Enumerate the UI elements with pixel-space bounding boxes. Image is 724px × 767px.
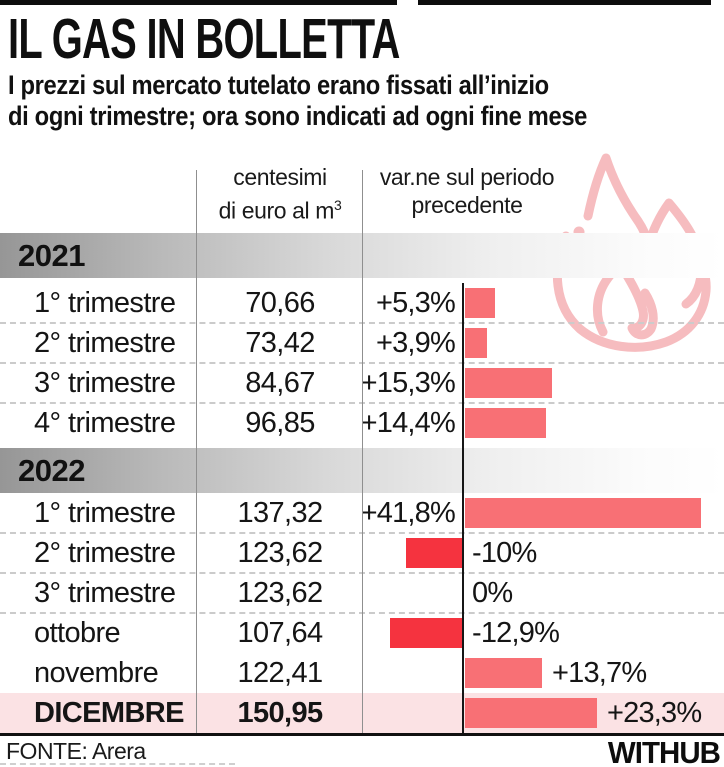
- column-header-change-line1: var.ne sul periodo: [379, 164, 555, 190]
- change-bar: [465, 658, 542, 688]
- top-border-segment-right: [418, 0, 711, 5]
- brand-logo: WITHUB: [607, 735, 721, 767]
- price-value: 123,62: [237, 537, 323, 569]
- price-value: 73,42: [245, 327, 315, 359]
- cubic-meter-superscript: 3: [333, 197, 342, 213]
- price-value: 107,64: [237, 617, 323, 649]
- change-percent-label: +5,3%: [375, 287, 456, 319]
- change-percent-label: 0%: [472, 577, 513, 609]
- column-header-price-line2: di euro al m3: [218, 197, 342, 224]
- change-bar: [406, 538, 463, 568]
- change-percent-label: +15,3%: [360, 367, 456, 399]
- footer-divider: [0, 733, 724, 736]
- table-row-2022-3: 3° trimestre 123,62 0%: [0, 573, 724, 613]
- column-header-price: centesimi di euro al m3: [197, 163, 363, 225]
- table-row-2022-2: 2° trimestre 123,62 -10%: [0, 533, 724, 573]
- change-bar: [465, 368, 552, 398]
- column-header-change: var.ne sul periodo precedente: [356, 163, 578, 219]
- period-label: 4° trimestre: [34, 407, 176, 439]
- table-row-2021-3: 3° trimestre 84,67 +15,3%: [0, 363, 724, 403]
- change-bar: [390, 618, 463, 648]
- change-bar: [465, 498, 701, 528]
- top-border-segment-left: [0, 0, 397, 5]
- period-label: 3° trimestre: [34, 577, 176, 609]
- change-percent-label: +13,7%: [552, 657, 647, 689]
- page-subtitle-line1: I prezzi sul mercato tutelato erano fiss…: [8, 70, 549, 100]
- period-label: 2° trimestre: [34, 327, 176, 359]
- table-row-2022-5: novembre 122,41 +13,7%: [0, 653, 724, 693]
- price-value: 96,85: [245, 407, 315, 439]
- column-header-change-line2: precedente: [411, 192, 523, 218]
- bottom-dashed-line: [0, 763, 235, 765]
- change-percent-label: -12,9%: [472, 617, 560, 649]
- page-subtitle: I prezzi sul mercato tutelato erano fiss…: [8, 70, 587, 132]
- change-percent-label: +23,3%: [607, 697, 702, 729]
- price-value: 122,41: [237, 657, 323, 689]
- table-row-2021-2: 2° trimestre 73,42 +3,9%: [0, 323, 724, 363]
- change-bar: [465, 288, 495, 318]
- period-label: novembre: [34, 657, 159, 689]
- source-label: FONTE: Arera: [6, 738, 146, 764]
- price-value: 84,67: [245, 367, 315, 399]
- period-label: DICEMBRE: [34, 697, 184, 729]
- table-row-2021-1: 1° trimestre 70,66 +5,3%: [0, 283, 724, 323]
- period-label: 1° trimestre: [34, 287, 176, 319]
- price-value: 123,62: [237, 577, 323, 609]
- page-title: IL GAS IN BOLLETTA: [8, 7, 400, 71]
- change-percent-label: +41,8%: [360, 497, 456, 529]
- period-label: 1° trimestre: [34, 497, 176, 529]
- change-percent-label: +3,9%: [375, 327, 456, 359]
- section-year-label: 2021: [18, 238, 85, 273]
- table-row-2021-4: 4° trimestre 96,85 +14,4%: [0, 403, 724, 443]
- page-subtitle-line2: di ogni trimestre; ora sono indicati ad …: [8, 101, 588, 131]
- column-divider-2: [362, 170, 363, 733]
- change-percent-label: +14,4%: [360, 407, 456, 439]
- change-percent-label: -10%: [472, 537, 537, 569]
- bar-chart-baseline: [462, 283, 464, 733]
- period-label: ottobre: [34, 617, 121, 649]
- column-header-price-line1: centesimi: [233, 164, 327, 190]
- change-bar: [465, 328, 487, 358]
- change-bar: [465, 698, 597, 728]
- table-row-2022-4: ottobre 107,64 -12,9%: [0, 613, 724, 653]
- price-value: 70,66: [245, 287, 315, 319]
- period-label: 3° trimestre: [34, 367, 176, 399]
- column-divider-1: [196, 170, 197, 733]
- change-bar: [465, 408, 546, 438]
- price-value: 150,95: [237, 697, 323, 729]
- section-year-label: 2022: [18, 453, 85, 488]
- table-row-2022-1: 1° trimestre 137,32 +41,8%: [0, 493, 724, 533]
- period-label: 2° trimestre: [34, 537, 176, 569]
- price-value: 137,32: [237, 497, 323, 529]
